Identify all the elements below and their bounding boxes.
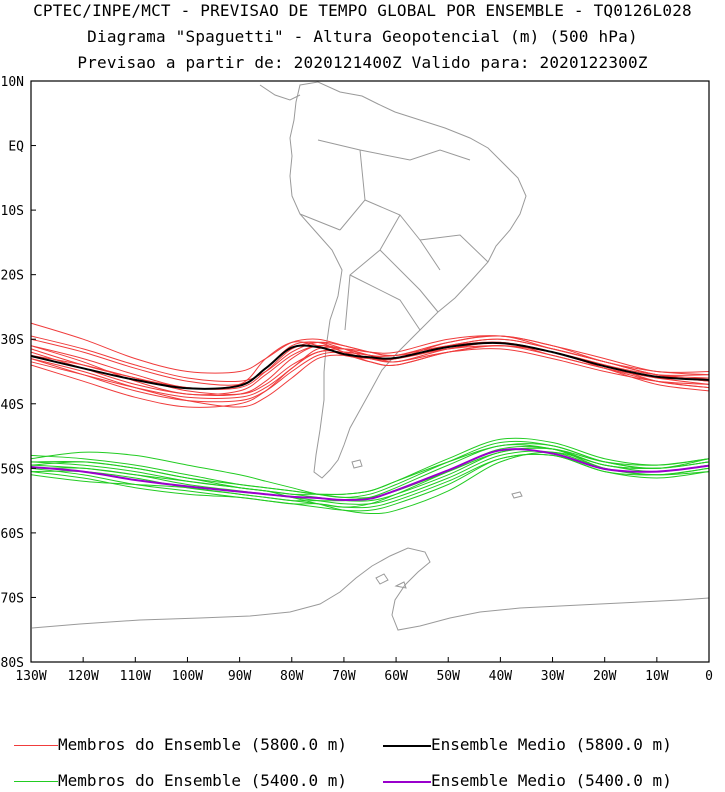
lon-label: 50W — [436, 669, 460, 684]
lat-label: 50S — [1, 462, 24, 477]
ensemble-member-line-3 — [30, 345, 710, 396]
legend-label-members-5800: Membros do Ensemble (5800.0 m) — [58, 735, 347, 754]
lon-label: 90W — [228, 669, 252, 684]
lat-label: EQ — [8, 140, 24, 155]
lon-label: 0 — [705, 669, 713, 684]
title-line-2: Diagrama "Spaguetti" - Altura Geopotenci… — [87, 27, 638, 46]
lon-label: 120W — [67, 669, 98, 684]
lat-label: 10N — [1, 75, 24, 90]
ensemble-mean-5400-line — [30, 448, 710, 502]
ensemble-member-line-4 — [30, 338, 710, 408]
ensemble-mean-5800-line — [30, 341, 710, 390]
legend-item-mean-5800: Ensemble Medio (5800.0 m) — [383, 735, 672, 754]
lon-label: 100W — [172, 669, 203, 684]
lon-label: 30W — [541, 669, 565, 684]
lat-label: 70S — [1, 591, 24, 606]
legend-item-members-5400: Membros do Ensemble (5400.0 m) — [14, 771, 347, 790]
latitude-labels: 10N EQ 10S 20S 30S 40S 50S 60S 70S 80S — [1, 75, 36, 671]
longitude-labels: 130W 120W 110W 100W 90W 80W 70W 60W 50W 40W 30W 20W… — [15, 657, 713, 684]
ensemble-member-line-15 — [30, 450, 710, 505]
lat-label: 80S — [1, 656, 24, 671]
lon-label: 110W — [120, 669, 151, 684]
curves-layer — [30, 322, 710, 515]
ensemble-member-line-19 — [30, 453, 710, 512]
legend-swatch-purple — [383, 780, 431, 783]
antarctica-outline — [31, 547, 710, 631]
ensemble-member-line-22 — [30, 443, 710, 495]
lon-label: 70W — [332, 669, 356, 684]
lon-label: 60W — [384, 669, 408, 684]
map-frame — [30, 80, 710, 663]
lon-label: 40W — [489, 669, 513, 684]
lon-label: 10W — [645, 669, 669, 684]
legend-label-mean-5400: Ensemble Medio (5400.0 m) — [431, 771, 672, 790]
ensemble-member-line-16 — [30, 451, 710, 515]
legend-label-members-5400: Membros do Ensemble (5400.0 m) — [58, 771, 347, 790]
legend-item-mean-5400: Ensemble Medio (5400.0 m) — [383, 771, 672, 790]
lat-label: 60S — [1, 527, 24, 542]
lat-label: 10S — [1, 204, 24, 219]
legend-swatch-black — [383, 744, 431, 747]
legend-item-members-5800: Membros do Ensemble (5800.0 m) — [14, 735, 347, 754]
ensemble-member-line-9 — [30, 335, 710, 395]
legend-swatch-red — [14, 745, 58, 746]
title-line-1: CPTEC/INPE/MCT - PREVISAO DE TEMPO GLOBA… — [33, 1, 692, 20]
lat-label: 40S — [1, 398, 24, 413]
country-borders — [299, 139, 489, 331]
lat-label: 20S — [1, 269, 24, 284]
ensemble-member-line-8 — [30, 338, 710, 386]
coastline-map — [31, 81, 710, 631]
lon-label: 80W — [280, 669, 304, 684]
lat-label: 30S — [1, 333, 24, 348]
south-georgia-outline — [511, 491, 523, 499]
lon-label: 130W — [15, 669, 46, 684]
antarctic-islands — [375, 573, 407, 589]
ensemble-member-line-20 — [30, 447, 710, 499]
south-america-outline — [289, 81, 527, 479]
legend-label-mean-5800: Ensemble Medio (5800.0 m) — [431, 735, 672, 754]
legend-swatch-green — [14, 781, 58, 782]
ensemble-member-line-17 — [30, 444, 710, 502]
central-america-outline — [259, 84, 301, 101]
lon-label: 20W — [593, 669, 617, 684]
title-line-3: Previsao a partir de: 2020121400Z Valido… — [77, 53, 648, 72]
ensemble-member-line-14 — [30, 437, 710, 496]
falklands-outline — [351, 459, 363, 469]
ensemble-member-line-5 — [30, 322, 710, 380]
